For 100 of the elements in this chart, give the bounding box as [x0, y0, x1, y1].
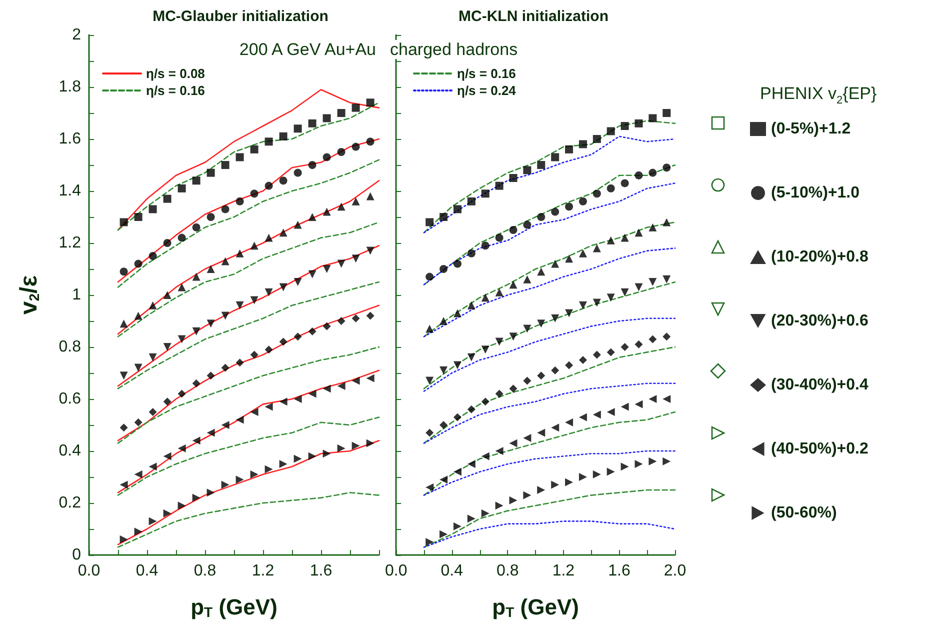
point: [163, 239, 172, 247]
point: [294, 332, 302, 341]
point: [250, 296, 258, 304]
point: [592, 244, 601, 252]
point: [634, 340, 643, 348]
point: [134, 364, 142, 372]
point: [236, 153, 244, 162]
point: [366, 312, 374, 320]
point: [578, 473, 587, 481]
point: [221, 421, 230, 429]
point: [551, 314, 560, 322]
x-tick-label: 0.4: [440, 562, 464, 580]
point: [551, 424, 560, 432]
point: [523, 324, 532, 333]
point: [236, 358, 244, 367]
point: [634, 228, 643, 237]
point: [634, 119, 643, 128]
point: [453, 522, 462, 530]
point: [352, 442, 360, 450]
point: [467, 353, 476, 362]
line-series: [117, 304, 380, 442]
point: [322, 114, 331, 122]
point: [134, 470, 142, 478]
point: [221, 480, 230, 489]
point: [221, 312, 230, 320]
point: [178, 335, 186, 344]
point: [620, 402, 629, 411]
point: [509, 332, 518, 341]
point: [426, 324, 434, 333]
point: [178, 444, 186, 452]
point: [279, 176, 288, 185]
point: [206, 428, 215, 437]
point: [606, 184, 615, 192]
line-series: [117, 416, 380, 496]
point: [308, 327, 316, 336]
point: [578, 249, 587, 258]
point: [537, 161, 546, 169]
point: [537, 213, 546, 221]
point: [606, 294, 615, 302]
point: [322, 322, 331, 330]
point: [264, 182, 273, 190]
point: [366, 374, 374, 382]
x-tick-label: 1.6: [310, 562, 332, 580]
point: [120, 424, 128, 432]
point: [322, 384, 331, 393]
point: [551, 260, 560, 268]
point: [620, 234, 629, 242]
point: [294, 278, 302, 286]
point: [148, 205, 157, 214]
point: [606, 236, 615, 244]
point: [509, 496, 518, 504]
point: [620, 122, 629, 130]
y-tick-label: 1.8: [58, 78, 82, 96]
point: [134, 418, 142, 426]
point: [221, 205, 230, 214]
point: [440, 265, 448, 273]
annotation: 200 A GeV Au+Au: [237, 40, 378, 59]
point: [606, 468, 615, 476]
point: [221, 161, 230, 169]
point: [192, 379, 200, 388]
point: [509, 280, 518, 289]
point: [565, 361, 574, 370]
point: [337, 444, 346, 452]
point: [440, 421, 448, 429]
point: [426, 376, 434, 385]
point: [592, 190, 601, 198]
point: [236, 301, 244, 310]
point: [634, 460, 643, 468]
point: [481, 398, 490, 406]
point: [481, 346, 490, 354]
legend-label: (30-40%)+0.4: [771, 376, 868, 394]
point: [294, 124, 302, 133]
point: [509, 174, 518, 182]
point: [662, 395, 671, 403]
chart-title: MC-Glauber initialization: [152, 8, 328, 25]
point: [551, 366, 560, 374]
y-tick-label: 0.6: [58, 390, 82, 408]
legend-label: η/s = 0.08: [146, 66, 205, 81]
point: [565, 202, 574, 211]
line-series: [117, 244, 380, 387]
legend-label: η/s = 0.24: [457, 83, 517, 98]
point: [440, 213, 448, 221]
point: [453, 468, 462, 476]
text: PHENIX v$_{2}${EP}: [758, 84, 879, 108]
point: [578, 356, 587, 364]
point: [279, 283, 288, 292]
point: [322, 153, 331, 162]
point: [366, 192, 374, 200]
line-series: [117, 180, 380, 335]
point: [366, 98, 374, 107]
point: [537, 486, 546, 494]
line-series: [117, 370, 380, 494]
point: [264, 234, 273, 242]
legend-label: η/s = 0.16: [146, 83, 205, 98]
point: [352, 197, 360, 206]
point: [148, 462, 157, 471]
y-axis-title: v2/ε: [16, 275, 42, 315]
point: [250, 470, 258, 478]
point: [134, 213, 142, 221]
point: [453, 309, 462, 318]
